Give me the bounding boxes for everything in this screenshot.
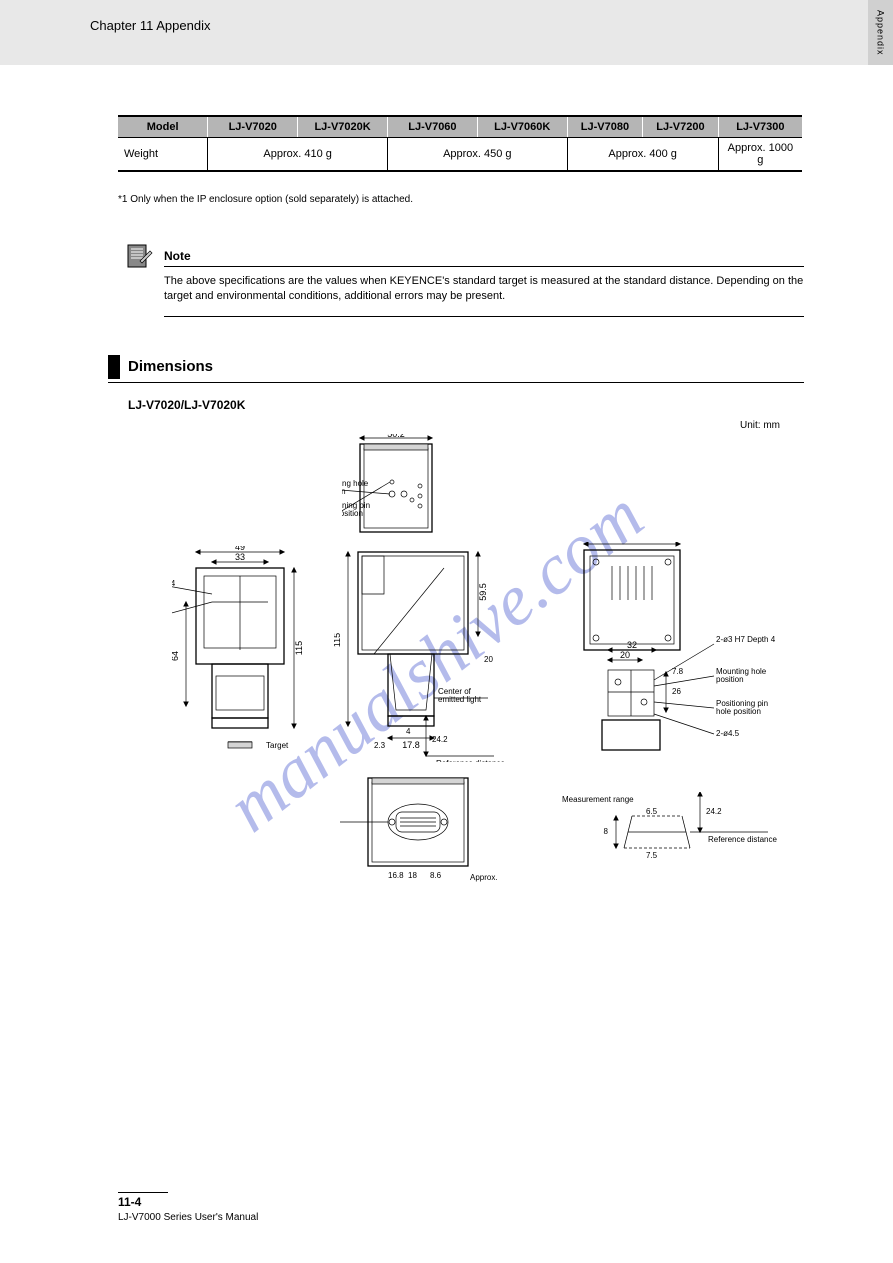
col-h1: LJ-V7020 (208, 116, 298, 138)
chapter-title: Chapter 11 Appendix (90, 18, 210, 33)
svg-text:8.6: 8.6 (430, 871, 442, 880)
table-header-row: Model LJ-V7020 LJ-V7020K LJ-V7060 LJ-V70… (118, 116, 802, 138)
svg-text:24.2: 24.2 (706, 807, 722, 816)
svg-text:Positioning pinhole position: Positioning pinhole position (342, 501, 370, 518)
note-rule-top (164, 266, 804, 267)
col-h7: LJ-V7300 (718, 116, 802, 138)
cell-model: Weight (118, 138, 208, 172)
svg-text:16.8: 16.8 (388, 871, 404, 880)
col-h2: LJ-V7020K (298, 116, 388, 138)
svg-text:Reference distance: Reference distance (708, 835, 777, 844)
view-right: 56 20 32 26 7.8 2-ø3 H7 Depth 4 Mounting… (564, 542, 804, 762)
section-rule (108, 382, 804, 383)
svg-text:Positioning pinhole position: Positioning pinhole position (716, 699, 768, 716)
note-label: Note (164, 249, 191, 263)
col-h5: LJ-V7080 (567, 116, 643, 138)
note-rule-bot (164, 316, 804, 317)
table-footnote: *1 Only when the IP enclosure option (so… (118, 194, 413, 205)
svg-text:2.3: 2.3 (374, 741, 386, 750)
view-left: 49 33 115 64 2-ø3 H7 Depth 4 2-ø4.5 Targ… (172, 546, 312, 758)
view-top-small: 50.2 Mounting holeposition Positioning p… (342, 434, 450, 546)
col-h3: LJ-V7060 (387, 116, 477, 138)
table-row: Weight Approx. 410 g Approx. 450 g Appro… (118, 138, 802, 172)
svg-text:Mounting holeposition: Mounting holeposition (342, 479, 369, 496)
cell-w2: Approx. 450 g (387, 138, 567, 172)
cell-w3: Approx. 400 g (567, 138, 718, 172)
svg-text:18: 18 (408, 871, 417, 880)
svg-text:56: 56 (627, 542, 637, 544)
cell-w4: Approx. 1000 g (718, 138, 802, 172)
col-h6: LJ-V7200 (643, 116, 719, 138)
svg-text:20: 20 (484, 655, 493, 664)
svg-text:26: 26 (672, 687, 681, 696)
spec-table: Model LJ-V7020 LJ-V7020K LJ-V7060 LJ-V70… (118, 115, 802, 172)
svg-text:4: 4 (406, 727, 411, 736)
svg-text:7.5: 7.5 (646, 851, 658, 860)
svg-text:33: 33 (235, 552, 245, 562)
svg-text:Approx. 190: Approx. 190 (470, 873, 500, 882)
section-title: Dimensions (128, 358, 213, 375)
svg-text:115: 115 (334, 633, 342, 647)
side-tab: Appendix (868, 0, 893, 65)
page-number: 11-4 (118, 1192, 168, 1209)
svg-text:Target: Target (266, 741, 289, 750)
section-mark (108, 355, 120, 379)
svg-text:6.5: 6.5 (646, 807, 658, 816)
svg-text:115: 115 (294, 641, 304, 655)
view-meas-range: Measurement range 8 24.2 Reference dista… (562, 792, 782, 892)
svg-text:32: 32 (627, 640, 637, 650)
svg-text:Reference distance: Reference distance (436, 759, 504, 762)
col-h4: LJ-V7060K (477, 116, 567, 138)
svg-text:2-ø4.5: 2-ø4.5 (716, 729, 740, 738)
view-bottom: Connector 18 8.6 16.8 Approx. 190 (340, 768, 500, 888)
note-icon (126, 243, 154, 271)
svg-text:Center ofemitted light: Center ofemitted light (438, 687, 482, 704)
model-title: LJ-V7020/LJ-V7020K (128, 398, 245, 412)
svg-text:50.2: 50.2 (387, 434, 405, 439)
svg-text:59.5: 59.5 (478, 583, 488, 601)
unit-label: Unit: mm (740, 420, 780, 431)
side-tab-label: Appendix (876, 10, 886, 56)
svg-text:Mounting holeposition: Mounting holeposition (716, 667, 767, 684)
footer-text: LJ-V7000 Series User's Manual (118, 1212, 258, 1223)
svg-text:64: 64 (172, 651, 180, 661)
svg-text:24.2: 24.2 (432, 735, 448, 744)
col-model: Model (118, 116, 208, 138)
svg-text:20: 20 (620, 650, 630, 660)
svg-text:2-ø3 H7 Depth 4: 2-ø3 H7 Depth 4 (716, 635, 776, 644)
note-text: The above specifications are the values … (164, 274, 804, 305)
svg-text:Measurement range: Measurement range (562, 795, 634, 804)
svg-text:2-ø3 H7 Depth 4: 2-ø3 H7 Depth 4 (172, 579, 176, 588)
svg-text:17.8: 17.8 (402, 740, 420, 750)
cell-w1: Approx. 410 g (208, 138, 388, 172)
svg-text:8: 8 (604, 827, 609, 836)
view-center: 115 59.5 17.8 4 Center ofemitted light 2… (334, 542, 504, 762)
